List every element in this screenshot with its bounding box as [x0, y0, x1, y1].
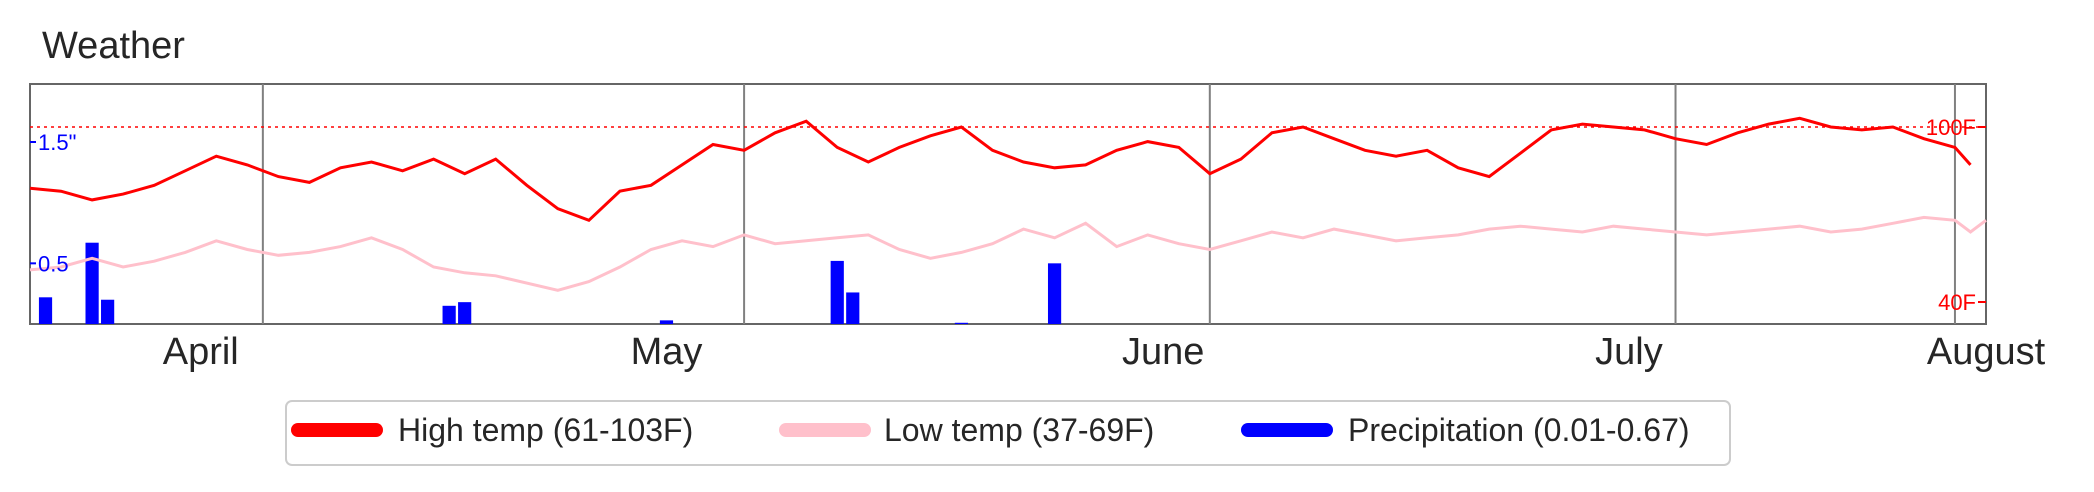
temp-tick-label: 40F — [1938, 290, 1976, 315]
precipitation-bar — [101, 299, 115, 324]
month-label: August — [1927, 331, 2046, 373]
legend-item-precip: Precipitation (0.01-0.67) — [1241, 412, 1690, 448]
temperature-axis: 100F 40F — [1926, 115, 1986, 315]
month-label: April — [163, 331, 239, 373]
precipitation-bars — [38, 242, 1062, 324]
precipitation-bar — [442, 305, 456, 324]
month-label: June — [1122, 331, 1204, 373]
precipitation-bar — [85, 242, 99, 324]
precipitation-bar — [458, 302, 472, 324]
month-label: July — [1595, 331, 1663, 373]
chart-title: Weather — [42, 25, 185, 67]
plot-area: 1.5" 0.5 100F 40F April May June July August — [29, 83, 2046, 373]
legend-label-low: Low temp (37-69F) — [884, 412, 1154, 448]
precipitation-axis: 1.5" 0.5 — [30, 130, 76, 276]
plot-frame — [29, 83, 1987, 325]
precip-tick-label: 0.5 — [38, 251, 69, 276]
legend-item-low: Low temp (37-69F) — [779, 412, 1154, 448]
precipitation-bar — [846, 292, 860, 324]
legend-label-precip: Precipitation (0.01-0.67) — [1348, 412, 1690, 448]
temp-tick-label: 100F — [1926, 115, 1976, 140]
high-temp-line — [29, 116, 1972, 223]
low-temp-line — [29, 215, 1987, 292]
month-axis: April May June July August — [163, 331, 2046, 373]
legend-label-high: High temp (61-103F) — [398, 412, 693, 448]
legend-frame — [285, 400, 1731, 466]
precipitation-bar — [38, 297, 53, 324]
precipitation-bar — [954, 322, 969, 324]
month-dividers — [261, 84, 1956, 324]
precipitation-bar — [659, 320, 674, 324]
precipitation-bar — [1047, 263, 1062, 324]
legend: High temp (61-103F) Low temp (37-69F) Pr… — [285, 400, 1731, 466]
precipitation-bar — [830, 260, 844, 324]
precip-tick-label: 1.5" — [38, 130, 76, 155]
legend-item-high: High temp (61-103F) — [291, 412, 693, 448]
month-label: May — [631, 331, 703, 373]
